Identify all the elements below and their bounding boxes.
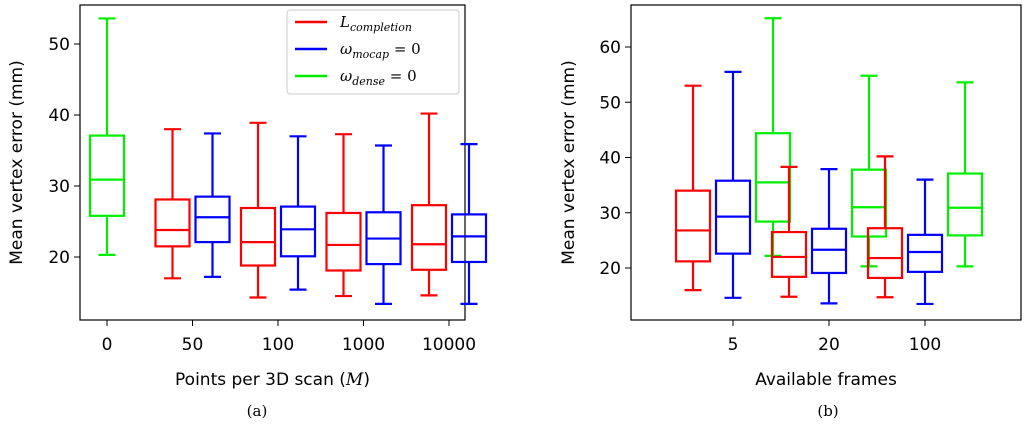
box-5 xyxy=(674,84,712,292)
iqr-box xyxy=(154,198,191,248)
iqr-box xyxy=(850,168,888,238)
legend-label: Lcompletion xyxy=(339,13,412,34)
legend-label: ωdense = 0 xyxy=(340,67,417,88)
iqr-box xyxy=(810,227,848,275)
x-axis-label: Points per 3D scan (M) xyxy=(175,370,370,390)
box-5 xyxy=(754,17,792,257)
x-tick-label: 0 xyxy=(102,335,113,355)
x-tick-label: 50 xyxy=(182,335,204,355)
legend-subscript: dense xyxy=(352,75,385,88)
x-tick-label: 5 xyxy=(728,335,739,355)
y-tick-label: 20 xyxy=(599,259,621,279)
x-axis-label-text: Points per 3D scan ( xyxy=(175,370,346,390)
box-100 xyxy=(279,135,317,291)
iqr-box xyxy=(946,172,984,237)
box-1000 xyxy=(325,133,362,298)
legend-subscript: completion xyxy=(350,21,412,34)
iqr-box xyxy=(88,134,126,217)
figure-caption: (a) xyxy=(247,402,268,420)
iqr-box xyxy=(325,211,362,272)
x-tick-label: 100 xyxy=(909,335,941,355)
legend-frame xyxy=(286,9,460,95)
figure-caption: (b) xyxy=(817,402,838,420)
x-tick-label: 10000 xyxy=(422,335,476,355)
y-tick-label: 40 xyxy=(599,149,621,169)
legend-equals: = 0 xyxy=(385,67,417,85)
iqr-box xyxy=(450,213,488,264)
box-50 xyxy=(154,128,191,280)
iqr-box xyxy=(770,230,808,278)
plot-frame xyxy=(630,4,1022,321)
box-50 xyxy=(194,132,231,278)
x-tick-label: 100 xyxy=(262,335,294,355)
box-20 xyxy=(770,165,808,298)
iqr-box xyxy=(754,132,792,223)
y-axis-label: Mean vertex error (mm) xyxy=(7,60,27,264)
x-tick-label: 20 xyxy=(818,335,840,355)
box-100 xyxy=(906,178,944,306)
y-tick-label: 30 xyxy=(48,177,70,197)
x-axis-label: Available frames xyxy=(755,370,897,390)
iqr-box xyxy=(906,233,944,273)
y-tick-label: 20 xyxy=(48,248,70,268)
legend-symbol: ω xyxy=(340,40,352,58)
iqr-box xyxy=(194,195,231,244)
y-tick-label: 40 xyxy=(48,106,70,126)
box-1000 xyxy=(365,144,402,305)
plot-frame xyxy=(79,4,466,321)
box-10000 xyxy=(410,112,448,297)
box-5 xyxy=(714,70,752,299)
y-tick-label: 60 xyxy=(599,38,621,58)
x-axis-label-close: ) xyxy=(363,370,370,390)
box-0 xyxy=(88,17,126,256)
box-10000 xyxy=(450,143,488,305)
legend-symbol: ω xyxy=(340,67,352,85)
iqr-box xyxy=(410,204,448,271)
iqr-box xyxy=(239,206,277,267)
box-20 xyxy=(810,168,848,305)
box-100 xyxy=(239,121,277,299)
iqr-box xyxy=(866,227,904,280)
y-tick-label: 50 xyxy=(599,93,621,113)
chart-b: 20 30 40 50 60 5 20 100 Available frames Mean ver… xyxy=(559,4,1022,420)
x-tick-label: 1000 xyxy=(342,335,385,355)
legend-equals: = 0 xyxy=(389,40,421,58)
y-tick-label: 30 xyxy=(599,204,621,224)
chart-a: 20 30 40 50 0 50 100 1000 10000 Points per 3D sca… xyxy=(7,4,488,420)
iqr-box xyxy=(279,205,317,258)
box-100 xyxy=(866,155,904,299)
legend-subscript: mocap xyxy=(352,48,389,61)
y-axis-label: Mean vertex error (mm) xyxy=(559,60,579,264)
y-tick-label: 50 xyxy=(48,35,70,55)
iqr-box xyxy=(674,189,712,263)
box-100 xyxy=(946,81,984,268)
x-axis-label-var: M xyxy=(345,370,364,390)
legend-label: ωmocap = 0 xyxy=(340,40,421,61)
legend-symbol: L xyxy=(339,13,350,31)
